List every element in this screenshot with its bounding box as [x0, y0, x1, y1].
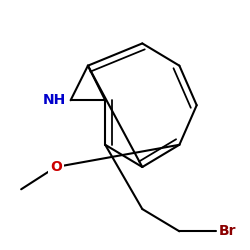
- Text: Br: Br: [219, 224, 236, 238]
- Text: O: O: [50, 160, 62, 174]
- Text: NH: NH: [42, 93, 66, 107]
